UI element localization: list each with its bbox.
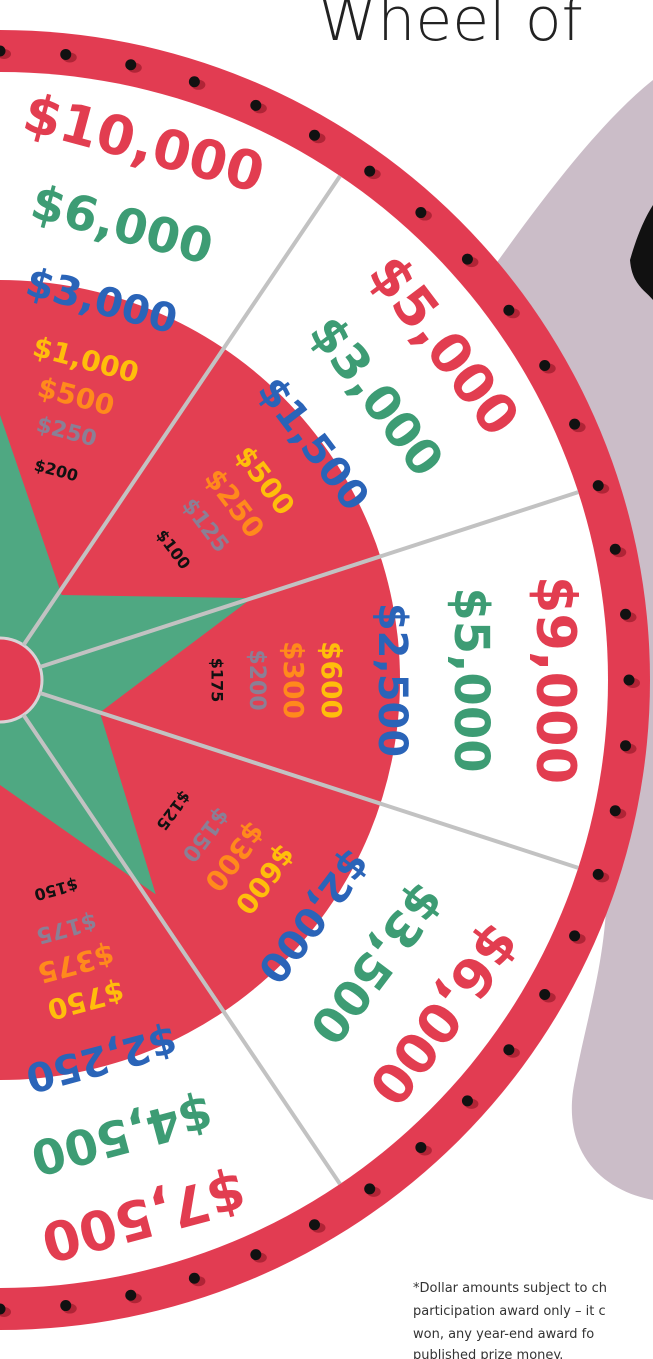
rim-dot (569, 419, 580, 430)
rim-dot (620, 609, 631, 620)
prize-amount: $600 (315, 641, 348, 719)
prize-amount: $300 (277, 641, 310, 719)
rim-dot (593, 869, 604, 880)
rim-dot (250, 1249, 261, 1260)
rim-dot (250, 100, 261, 111)
rim-dot (569, 930, 580, 941)
footnote-line: participation award only – it c (413, 1304, 606, 1319)
page: {"header": {"title": "Wheel of"}, "wheel… (0, 0, 653, 1359)
rim-dot (125, 59, 136, 70)
footnote-line: *Dollar amounts subject to ch (413, 1281, 607, 1296)
prize-amount: $5,000 (443, 587, 499, 772)
rim-dot (189, 1273, 200, 1284)
rim-dot (189, 76, 200, 87)
rim-dot (462, 254, 473, 265)
prize-amount: $9,000 (524, 576, 587, 784)
prize-amount: $200 (244, 649, 269, 710)
prize-amount: $2,500 (369, 603, 415, 757)
rim-dot (60, 1300, 71, 1311)
rim-dot (539, 360, 550, 371)
footnote-line: published prize money. (413, 1348, 563, 1359)
rim-dot (503, 305, 514, 316)
rim-dot (125, 1290, 136, 1301)
rim-dot (364, 1183, 375, 1194)
title: Wheel of (318, 0, 583, 55)
rim-dot (624, 675, 635, 686)
footnote-line: won, any year-end award fo (413, 1327, 594, 1342)
prize-amount: $175 (208, 658, 227, 703)
rim-dot (309, 130, 320, 141)
rim-dot (415, 207, 426, 218)
rim-dot (60, 49, 71, 60)
rim-dot (364, 166, 375, 177)
rim-dot (415, 1142, 426, 1153)
rim-dot (309, 1219, 320, 1230)
rim-dot (620, 740, 631, 751)
rim-dot (610, 544, 621, 555)
rim-dot (503, 1044, 514, 1055)
footnote: *Dollar amounts subject to ch participat… (413, 1281, 607, 1359)
rim-dot (462, 1095, 473, 1106)
rim-dot (539, 989, 550, 1000)
rim-dot (593, 480, 604, 491)
rim-dot (610, 805, 621, 816)
wheel-graphic: Wheel of $10,000$6,000$3,000$1,000$500$2… (0, 0, 653, 1359)
